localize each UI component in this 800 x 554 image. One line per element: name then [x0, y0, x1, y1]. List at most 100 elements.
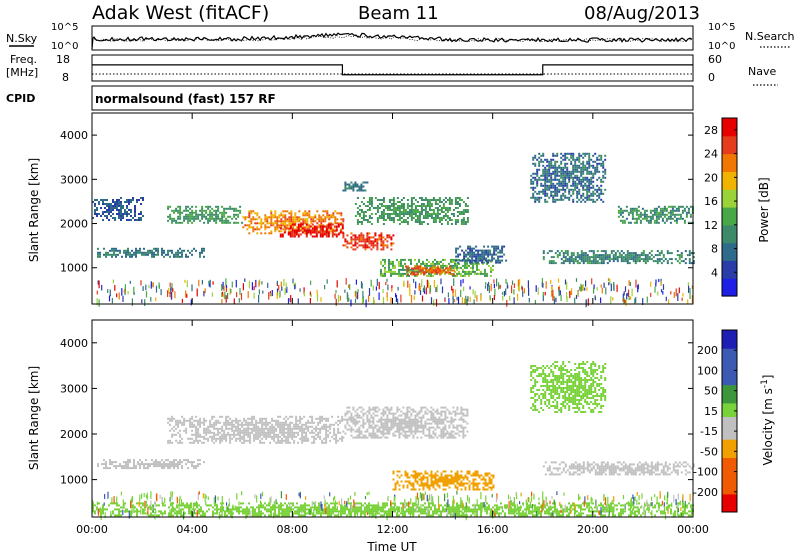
- echo-cell: [301, 441, 304, 444]
- echo-cell: [428, 215, 431, 217]
- ground-scatter-cell: [601, 287, 603, 294]
- echo-cell: [460, 272, 462, 275]
- echo-cell: [241, 221, 244, 224]
- echo-cell: [432, 209, 435, 211]
- echo-cell: [299, 427, 302, 430]
- echo-cell: [460, 408, 463, 411]
- echo-cell: [440, 412, 443, 415]
- echo-cell: [402, 211, 405, 213]
- echo-cell: [631, 209, 634, 212]
- echo-cell: [466, 270, 468, 273]
- echo-cell: [366, 209, 369, 211]
- echo-cell: [319, 227, 322, 230]
- echo-cell: [319, 421, 322, 424]
- echo-cell: [596, 178, 599, 181]
- echo-cell: [412, 470, 415, 473]
- echo-cell: [568, 178, 571, 181]
- echo-cell: [610, 258, 613, 261]
- echo-cell: [392, 422, 395, 425]
- echo-cell: [233, 215, 236, 218]
- echo-cell: [546, 252, 549, 255]
- echo-cell: [684, 250, 687, 253]
- echo-cell: [259, 419, 262, 422]
- echo-cell: [98, 203, 100, 205]
- echo-cell: [460, 213, 463, 215]
- echo-cell: [325, 231, 328, 234]
- echo-cell: [285, 437, 288, 440]
- echo-cell: [380, 268, 382, 271]
- ground-scatter-cell: [677, 293, 679, 301]
- echo-cell: [594, 262, 597, 265]
- echo-cell: [309, 421, 312, 424]
- ground-scatter-cell: [348, 284, 350, 288]
- echo-cell: [362, 211, 365, 213]
- echo-cell: [362, 408, 365, 411]
- echo-cell: [594, 200, 597, 203]
- echo-cell: [446, 416, 449, 419]
- echo-cell: [189, 437, 192, 440]
- echo-cell: [402, 406, 405, 409]
- echo-cell: [406, 436, 409, 439]
- echo-cell: [237, 423, 240, 426]
- echo-cell: [264, 224, 267, 227]
- echo-cell: [322, 218, 325, 221]
- echo-cell: [441, 271, 443, 274]
- echo-cell: [320, 216, 323, 219]
- ground-scatter-cell: [279, 291, 281, 298]
- echo-cell: [301, 429, 304, 432]
- echo-cell: [471, 249, 474, 252]
- echo-cell: [466, 217, 469, 219]
- echo-cell: [289, 441, 292, 444]
- echo-cell: [586, 198, 589, 201]
- echo-cell: [530, 180, 533, 183]
- echo-cell: [485, 257, 488, 260]
- echo-cell: [177, 423, 180, 426]
- echo-cell: [283, 417, 286, 420]
- echo-cell: [412, 424, 415, 427]
- echo-cell: [382, 211, 385, 213]
- echo-cell: [284, 222, 287, 225]
- echo-cell: [476, 262, 478, 265]
- echo-cell: [307, 439, 310, 442]
- echo-cell: [199, 423, 202, 426]
- echo-cell: [115, 465, 117, 468]
- echo-cell: [295, 229, 298, 232]
- echo-cell: [400, 264, 402, 267]
- echo-cell: [388, 270, 390, 273]
- echo-cell: [398, 420, 401, 423]
- echo-cell: [588, 180, 591, 183]
- echo-cell: [414, 258, 416, 261]
- echo-cell: [398, 476, 401, 479]
- echo-cell: [261, 423, 264, 426]
- echo-cell: [386, 420, 389, 423]
- echo-cell: [404, 219, 407, 221]
- echo-cell: [388, 426, 391, 429]
- echo-cell: [237, 433, 240, 436]
- echo-cell: [138, 217, 140, 219]
- echo-cell: [311, 421, 314, 424]
- ground-scatter-cell: [487, 283, 489, 291]
- echo-cell: [167, 207, 170, 210]
- echo-cell: [556, 160, 559, 163]
- ground-scatter-cell: [582, 284, 584, 291]
- echo-cell: [432, 484, 435, 487]
- echo-cell: [414, 428, 417, 431]
- echo-cell: [181, 251, 183, 254]
- echo-cell: [556, 182, 559, 185]
- echo-cell: [140, 213, 142, 215]
- echo-cell: [430, 416, 433, 419]
- echo-cell: [348, 416, 351, 419]
- echo-cell: [253, 423, 256, 426]
- echo-cell: [259, 429, 262, 432]
- echo-cell: [554, 190, 557, 193]
- echo-cell: [420, 416, 423, 419]
- echo-cell: [446, 432, 449, 435]
- echo-cell: [181, 211, 184, 214]
- ground-scatter-cell: [460, 279, 462, 287]
- ground-scatter-cell: [463, 286, 465, 292]
- echo-cell: [570, 152, 573, 155]
- echo-cell: [96, 199, 98, 201]
- colorbar-segment: [722, 140, 737, 146]
- echo-cell: [329, 439, 332, 442]
- echo-cell: [452, 213, 455, 215]
